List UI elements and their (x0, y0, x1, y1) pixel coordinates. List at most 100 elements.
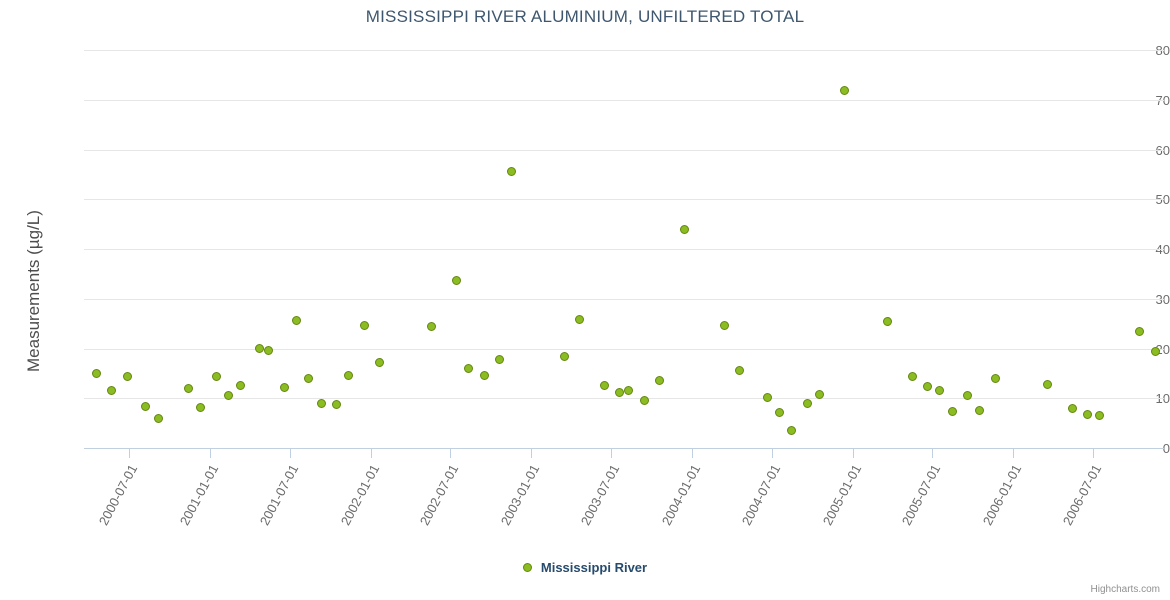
data-point[interactable] (624, 385, 634, 395)
credits-label: Highcharts.com (1090, 584, 1160, 595)
data-point[interactable] (947, 407, 957, 417)
data-point[interactable] (236, 380, 246, 390)
y-axis-tick-label: 0 (1162, 441, 1170, 456)
data-point[interactable] (291, 316, 301, 326)
x-axis-tick (691, 449, 693, 458)
x-axis-tick-label: 2004-07-01 (738, 462, 783, 528)
data-point[interactable] (815, 390, 825, 400)
x-axis-tick-label: 2003-01-01 (497, 462, 543, 528)
x-axis-tick-label: 2001-07-01 (256, 462, 302, 528)
gridline (84, 249, 1164, 250)
data-point[interactable] (787, 425, 797, 435)
gridline (84, 348, 1164, 350)
x-axis-line (84, 448, 1164, 449)
data-point[interactable] (141, 401, 151, 411)
data-point[interactable] (153, 414, 163, 424)
x-axis-tick-label: 2001-01-01 (176, 462, 222, 528)
data-point[interactable] (802, 399, 812, 409)
x-axis-tick (1013, 449, 1015, 458)
data-point[interactable] (1095, 411, 1105, 421)
x-axis-tick (129, 449, 131, 458)
x-axis-tick (1092, 449, 1094, 458)
data-point[interactable] (1135, 326, 1145, 336)
data-point[interactable] (196, 402, 206, 412)
data-point[interactable] (615, 387, 625, 397)
y-axis-title: Measurements (µg/L) (24, 210, 43, 372)
data-point[interactable] (762, 393, 772, 403)
x-axis-tick-label: 2005-01-01 (819, 462, 864, 528)
data-point[interactable] (639, 395, 649, 405)
data-point[interactable] (990, 374, 1000, 384)
data-point[interactable] (184, 383, 194, 393)
x-axis-tick (370, 449, 372, 458)
x-axis-tick (852, 449, 854, 458)
data-point[interactable] (575, 315, 585, 325)
x-axis-tick (771, 449, 773, 458)
x-axis-tick-label: 2003-07-01 (577, 462, 623, 528)
data-point[interactable] (559, 351, 569, 361)
data-point[interactable] (375, 358, 385, 368)
x-axis-tick (289, 449, 291, 458)
data-point[interactable] (655, 375, 665, 385)
data-point[interactable] (1042, 380, 1052, 390)
x-axis-tick-label: 2002-01-01 (337, 462, 382, 528)
x-axis-tick (932, 449, 934, 458)
x-axis-tick-label: 2002-07-01 (417, 462, 462, 528)
data-point[interactable] (359, 320, 369, 330)
data-point[interactable] (479, 371, 489, 381)
data-point[interactable] (122, 371, 132, 381)
data-point[interactable] (316, 398, 326, 408)
x-axis-tick (531, 449, 533, 458)
data-point[interactable] (922, 382, 932, 392)
x-axis-tick (610, 449, 612, 458)
x-axis-tick (450, 449, 452, 458)
data-point[interactable] (962, 390, 972, 400)
data-point[interactable] (775, 407, 785, 417)
data-point[interactable] (735, 366, 745, 376)
chart-legend: Mississippi River (0, 560, 1170, 575)
gridline (84, 149, 1164, 151)
data-point[interactable] (975, 406, 985, 416)
gridline (84, 99, 1164, 101)
data-point[interactable] (331, 400, 341, 410)
data-point[interactable] (451, 275, 461, 285)
data-point[interactable] (344, 371, 354, 381)
data-point[interactable] (935, 385, 945, 395)
x-axis-tick-label: 2005-07-01 (899, 462, 944, 528)
plot-area (84, 50, 1164, 448)
data-point[interactable] (679, 224, 689, 234)
gridline (84, 199, 1164, 201)
data-point[interactable] (907, 372, 917, 382)
legend-marker-icon (522, 563, 532, 572)
data-point[interactable] (279, 382, 289, 392)
data-point[interactable] (495, 354, 505, 364)
data-point[interactable] (719, 321, 729, 331)
data-point[interactable] (107, 386, 117, 396)
gridline (84, 398, 1164, 400)
gridline (84, 298, 1164, 300)
data-point[interactable] (427, 322, 437, 332)
legend-item-label: Mississippi River (540, 560, 648, 575)
data-point[interactable] (599, 381, 609, 391)
data-point[interactable] (464, 363, 474, 373)
x-axis-tick-label: 2006-01-01 (979, 462, 1025, 528)
data-point[interactable] (507, 166, 517, 176)
data-point[interactable] (1150, 347, 1160, 357)
data-point[interactable] (839, 85, 849, 95)
data-point[interactable] (224, 390, 234, 400)
data-point[interactable] (254, 344, 264, 353)
data-point[interactable] (264, 346, 274, 356)
legend-item-mississippi-river[interactable]: Mississippi River (522, 560, 648, 575)
data-point[interactable] (92, 369, 102, 379)
data-point[interactable] (1067, 404, 1077, 414)
gridline (84, 50, 1164, 51)
data-point[interactable] (882, 317, 892, 327)
x-axis-tick (210, 449, 212, 458)
x-axis-tick-label: 2004-01-01 (658, 462, 703, 528)
data-point[interactable] (1082, 409, 1092, 419)
data-point[interactable] (211, 371, 221, 381)
x-axis-tick-label: 2000-07-01 (96, 462, 141, 528)
data-point[interactable] (304, 374, 314, 384)
chart-title: MISSISSIPPI RIVER ALUMINIUM, UNFILTERED … (365, 7, 805, 26)
